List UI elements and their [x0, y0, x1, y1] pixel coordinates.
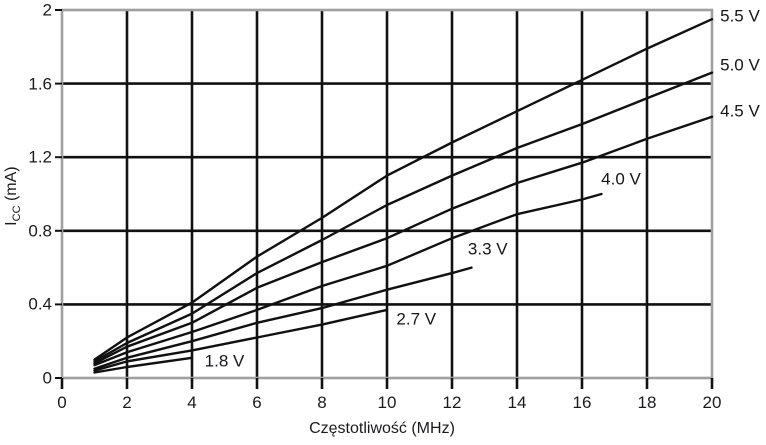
y-tick-label: 1.6	[28, 74, 52, 94]
y-tick-label: 0.8	[28, 221, 52, 241]
y-tick-label: 2	[42, 0, 52, 20]
y-axis-title-subscript: CC	[11, 205, 24, 222]
series-label-3.3V: 3.3 V	[467, 239, 508, 259]
y-axis-title: ICC (mA)	[3, 121, 23, 271]
series-curve-5.0V	[93, 71, 714, 363]
x-tick-label: 0	[57, 393, 67, 412]
x-tick-label: 20	[702, 393, 722, 412]
x-tick-label: 2	[122, 393, 132, 412]
x-axis-title: Częstotliwość (MHz)	[309, 420, 455, 437]
x-tick-label: 12	[442, 393, 462, 412]
x-tick-label: 6	[252, 393, 262, 412]
x-tick-label: 16	[572, 393, 592, 412]
y-axis-title-unit: (mA)	[2, 166, 20, 206]
series-label-2.7V: 2.7 V	[396, 309, 437, 329]
series-curve-4.0V	[93, 192, 603, 367]
series-label-5.5V: 5.5 V	[720, 6, 760, 26]
series-curve-4.5V	[93, 115, 714, 365]
y-tick-label: 0.4	[28, 294, 52, 314]
x-tick-label: 8	[317, 393, 327, 412]
series-label-4.5V: 4.5 V	[720, 101, 760, 121]
x-tick-label: 10	[377, 393, 397, 412]
series-label-4.0V: 4.0 V	[601, 169, 641, 189]
series-curve-2.7V	[93, 308, 389, 372]
series-label-5.0V: 5.0 V	[720, 55, 760, 75]
y-tick-label: 0	[42, 368, 52, 388]
y-axis-title-symbol: I	[2, 221, 20, 226]
series-curve-5.5V	[93, 18, 714, 361]
y-tick-label: 1.2	[28, 147, 52, 167]
series-curve-1.8V	[93, 356, 194, 374]
x-tick-label: 14	[507, 393, 527, 412]
series-curve-3.3V	[93, 266, 473, 370]
x-tick-label: 18	[637, 393, 657, 412]
series-label-1.8V: 1.8 V	[204, 351, 245, 371]
x-tick-label: 4	[187, 393, 197, 412]
